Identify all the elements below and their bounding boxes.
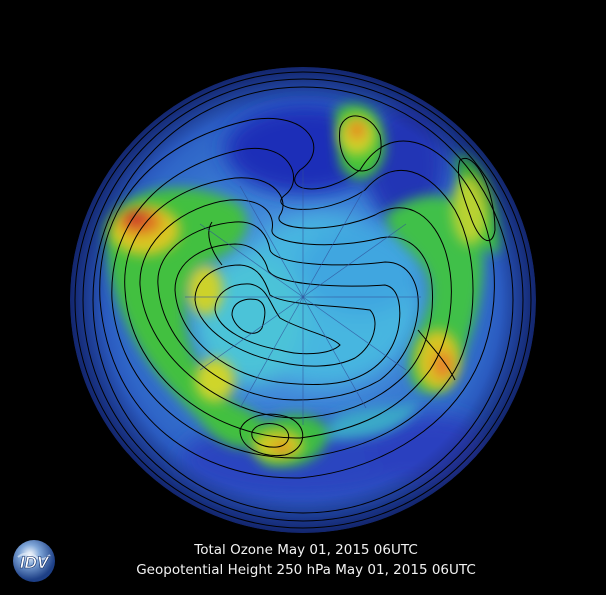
- ozone-map: [70, 67, 536, 533]
- idv-globe-logo-icon: IDV: [13, 540, 55, 582]
- idv-logo: IDV: [10, 537, 58, 585]
- caption-ozone: Total Ozone May 01, 2015 06UTC: [194, 542, 418, 558]
- caption-geopotential: Geopotential Height 250 hPa May 01, 2015…: [136, 562, 476, 578]
- limb-shading: [70, 67, 536, 533]
- idv-logo-text: IDV: [20, 553, 50, 572]
